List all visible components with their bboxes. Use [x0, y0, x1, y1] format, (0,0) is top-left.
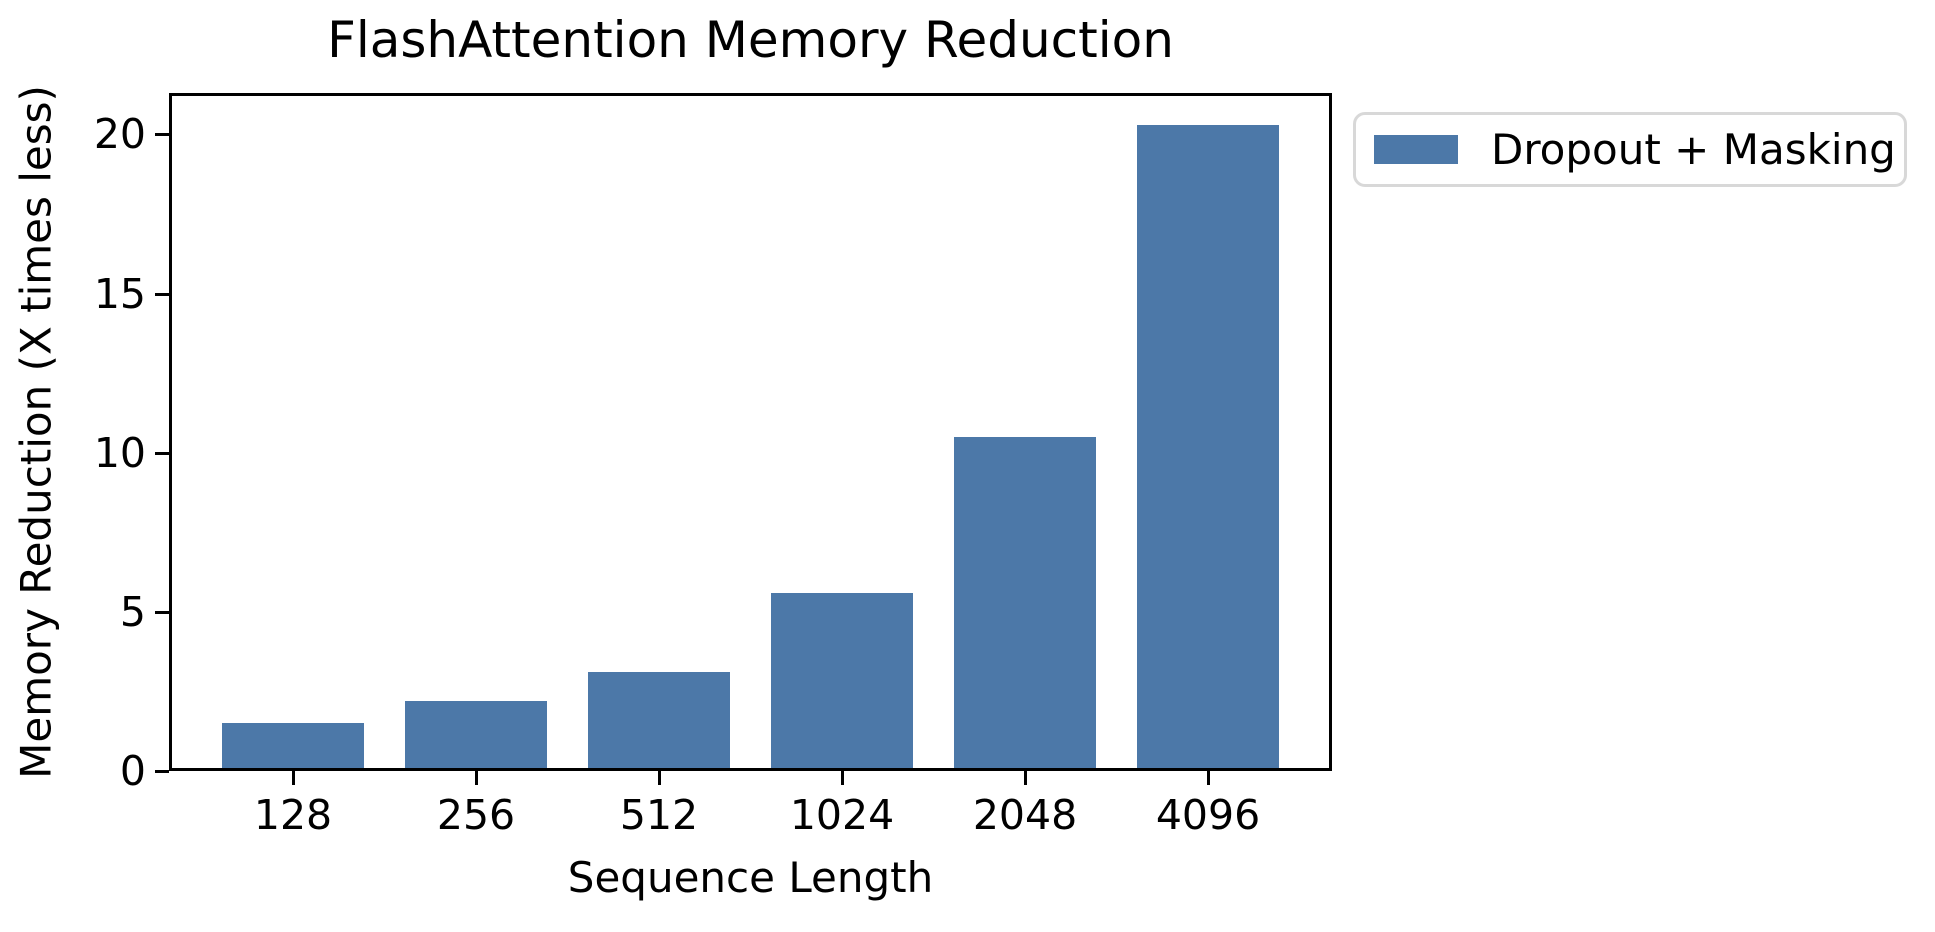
y-tick-mark	[155, 133, 169, 136]
x-tick-label: 128	[253, 791, 333, 839]
legend: Dropout + Masking	[1353, 112, 1907, 187]
bar-128	[221, 723, 365, 771]
y-tick-label: 0	[119, 747, 146, 795]
x-tick-label: 4096	[1155, 791, 1261, 839]
bar-512	[587, 672, 731, 771]
legend-swatch	[1374, 135, 1458, 164]
bar-2048	[953, 436, 1097, 771]
x-tick-mark	[658, 771, 661, 785]
y-tick-label: 20	[93, 110, 146, 158]
y-tick-mark	[155, 770, 169, 773]
y-tick-mark	[155, 293, 169, 296]
y-tick-label: 15	[93, 270, 146, 318]
y-tick-mark	[155, 452, 169, 455]
bar-1024	[770, 592, 914, 771]
legend-label: Dropout + Masking	[1491, 125, 1896, 174]
y-tick-mark	[155, 611, 169, 614]
y-tick-label: 10	[93, 429, 146, 477]
x-tick-label: 256	[436, 791, 516, 839]
x-tick-label: 1024	[789, 791, 895, 839]
x-axis-label: Sequence Length	[567, 853, 934, 902]
x-tick-label: 2048	[972, 791, 1078, 839]
x-tick-mark	[292, 771, 295, 785]
x-tick-mark	[1024, 771, 1027, 785]
bar-4096	[1136, 124, 1280, 771]
x-tick-mark	[841, 771, 844, 785]
y-tick-label: 5	[119, 588, 146, 636]
x-tick-mark	[475, 771, 478, 785]
bars-container	[169, 93, 1332, 771]
plot-area	[169, 93, 1332, 771]
bar-256	[404, 700, 548, 771]
chart-title: FlashAttention Memory Reduction	[327, 11, 1174, 69]
x-tick-mark	[1207, 771, 1210, 785]
x-tick-label: 512	[619, 791, 699, 839]
